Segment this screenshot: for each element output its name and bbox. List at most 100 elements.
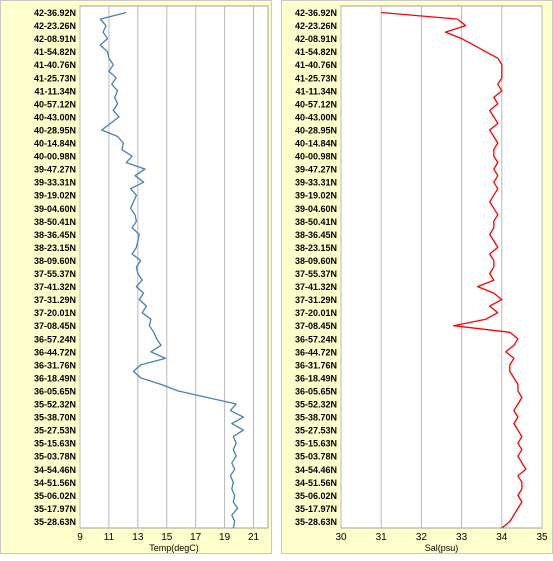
temp-y-tick-label: 42-08.91N: [34, 34, 76, 44]
sal-y-tick-label: 42-23.26N: [295, 21, 337, 31]
temp-y-tick-label: 37-41.32N: [34, 282, 76, 292]
temp-y-tick-label: 35-28.63N: [34, 517, 76, 527]
sal-y-tick-label: 39-19.02N: [295, 191, 337, 201]
sal-y-tick-label: 37-08.45N: [295, 321, 337, 331]
sal-y-tick-label: 34-51.56N: [295, 478, 337, 488]
sal-plot-area: [340, 5, 543, 529]
temp-y-tick-label: 40-14.84N: [34, 139, 76, 149]
sal-y-tick-label: 40-28.95N: [295, 125, 337, 135]
sal-y-tick-label: 38-50.41N: [295, 217, 337, 227]
temp-y-tick-label: 39-19.02N: [34, 191, 76, 201]
sal-x-axis-title: Sal(psu): [425, 543, 459, 553]
sal-y-tick-label: 35-38.70N: [295, 413, 337, 423]
temp-y-tick-label: 35-17.97N: [34, 504, 76, 514]
temp-y-tick-label: 42-23.26N: [34, 21, 76, 31]
sal-y-tick-label: 36-18.49N: [295, 373, 337, 383]
temp-y-tick-label: 37-55.37N: [34, 269, 76, 279]
temp-x-tick-label: 13: [132, 532, 144, 543]
temp-x-tick-label: 19: [219, 532, 231, 543]
sal-x-tick-label: 31: [376, 532, 388, 543]
sal-y-tick-label: 40-14.84N: [295, 139, 337, 149]
sal-y-tick-label: 36-44.72N: [295, 347, 337, 357]
temp-y-tick-label: 37-20.01N: [34, 308, 76, 318]
temp-y-tick-label: 38-36.45N: [34, 230, 76, 240]
temp-y-tick-label: 38-23.15N: [34, 243, 76, 253]
sal-y-tick-label: 40-00.98N: [295, 152, 337, 162]
temp-y-tick-label: 37-31.29N: [34, 295, 76, 305]
sal-y-tick-label: 35-06.02N: [295, 491, 337, 501]
sal-y-tick-label: 39-04.60N: [295, 204, 337, 214]
temp-y-tick-label: 35-06.02N: [34, 491, 76, 501]
sal-y-tick-label: 37-55.37N: [295, 269, 337, 279]
temp-y-tick-label: 40-43.00N: [34, 112, 76, 122]
sal-y-tick-label: 35-03.78N: [295, 452, 337, 462]
temp-y-tick-label: 36-18.49N: [34, 373, 76, 383]
temp-y-tick-label: 36-57.24N: [34, 334, 76, 344]
sal-y-tick-label: 42-36.92N: [295, 8, 337, 18]
temp-y-tick-label: 39-04.60N: [34, 204, 76, 214]
sal-y-tick-label: 37-31.29N: [295, 295, 337, 305]
sal-y-tick-label: 35-15.63N: [295, 439, 337, 449]
sal-y-tick-label: 38-09.60N: [295, 256, 337, 266]
temp-y-tick-label: 41-40.76N: [34, 60, 76, 70]
salinity-chart: 30 31 32 33 34 35 Sal(psu) 42-36.92N 42-23.26N 42…: [281, 0, 553, 554]
temp-y-tick-label: 36-31.76N: [34, 360, 76, 370]
temp-plot-area: [79, 5, 269, 529]
sal-y-tick-label: 42-08.91N: [295, 34, 337, 44]
sal-y-tick-label: 36-57.24N: [295, 334, 337, 344]
sal-y-tick-label: 39-33.31N: [295, 178, 337, 188]
temp-y-tick-label: 36-44.72N: [34, 347, 76, 357]
temperature-chart: 9 11 13 15 17 19 21 Temp(degC) 42-36.92N 42-23.26…: [0, 0, 272, 554]
sal-y-tick-label: 35-27.53N: [295, 426, 337, 436]
sal-y-tick-label: 39-47.27N: [295, 165, 337, 175]
temp-y-tick-label: 35-38.70N: [34, 413, 76, 423]
sal-y-tick-label: 41-11.34N: [295, 86, 337, 96]
sal-y-tick-label: 41-40.76N: [295, 60, 337, 70]
sal-x-tick-label: 33: [456, 532, 468, 543]
sal-x-tick-label: 30: [335, 532, 347, 543]
temp-y-tick-label: 35-03.78N: [34, 452, 76, 462]
temp-y-tick-label: 34-54.46N: [34, 465, 76, 475]
temp-y-tick-label: 41-25.73N: [34, 73, 76, 83]
sal-y-tick-label: 34-54.46N: [295, 465, 337, 475]
temp-series-line: [99, 11, 245, 529]
temp-y-tick-label: 42-36.92N: [34, 8, 76, 18]
temp-y-tick-label: 41-11.34N: [34, 86, 76, 96]
temp-y-tick-label: 39-33.31N: [34, 178, 76, 188]
temp-y-tick-label: 37-08.45N: [34, 321, 76, 331]
temp-y-tick-label: 38-50.41N: [34, 217, 76, 227]
sal-x-tick-label: 34: [496, 532, 508, 543]
temp-y-tick-label: 40-00.98N: [34, 152, 76, 162]
temp-x-tick-label: 21: [248, 532, 260, 543]
temp-y-tick-label: 36-05.65N: [34, 386, 76, 396]
sal-x-tick-label: 35: [536, 532, 548, 543]
sal-y-tick-label: 41-54.82N: [295, 47, 337, 57]
temp-y-tick-label: 35-27.53N: [34, 426, 76, 436]
sal-y-tick-label: 37-20.01N: [295, 308, 337, 318]
sal-x-tick-label: 32: [416, 532, 428, 543]
sal-y-tick-label: 37-41.32N: [295, 282, 337, 292]
temp-x-tick-label: 17: [190, 532, 202, 543]
temp-y-tick-label: 39-47.27N: [34, 165, 76, 175]
temp-x-axis-title: Temp(degC): [149, 543, 199, 553]
temp-y-tick-label: 40-28.95N: [34, 125, 76, 135]
sal-y-tick-label: 35-52.32N: [295, 400, 337, 410]
temp-x-tick-label: 15: [161, 532, 173, 543]
temp-x-tick-label: 11: [104, 532, 115, 543]
temp-y-tick-label: 35-52.32N: [34, 400, 76, 410]
temp-y-tick-label: 41-54.82N: [34, 47, 76, 57]
sal-y-tick-label: 35-28.63N: [295, 517, 337, 527]
sal-y-tick-label: 38-23.15N: [295, 243, 337, 253]
sal-y-tick-label: 41-25.73N: [295, 73, 337, 83]
sal-y-tick-label: 40-43.00N: [295, 112, 337, 122]
sal-y-tick-label: 36-31.76N: [295, 360, 337, 370]
temp-x-tick-label: 9: [77, 532, 83, 543]
sal-y-tick-label: 40-57.12N: [295, 99, 337, 109]
sal-y-tick-label: 38-36.45N: [295, 230, 337, 240]
sal-series-line: [381, 11, 527, 529]
temp-y-tick-label: 38-09.60N: [34, 256, 76, 266]
sal-y-tick-label: 35-17.97N: [295, 504, 337, 514]
temp-y-tick-label: 40-57.12N: [34, 99, 76, 109]
